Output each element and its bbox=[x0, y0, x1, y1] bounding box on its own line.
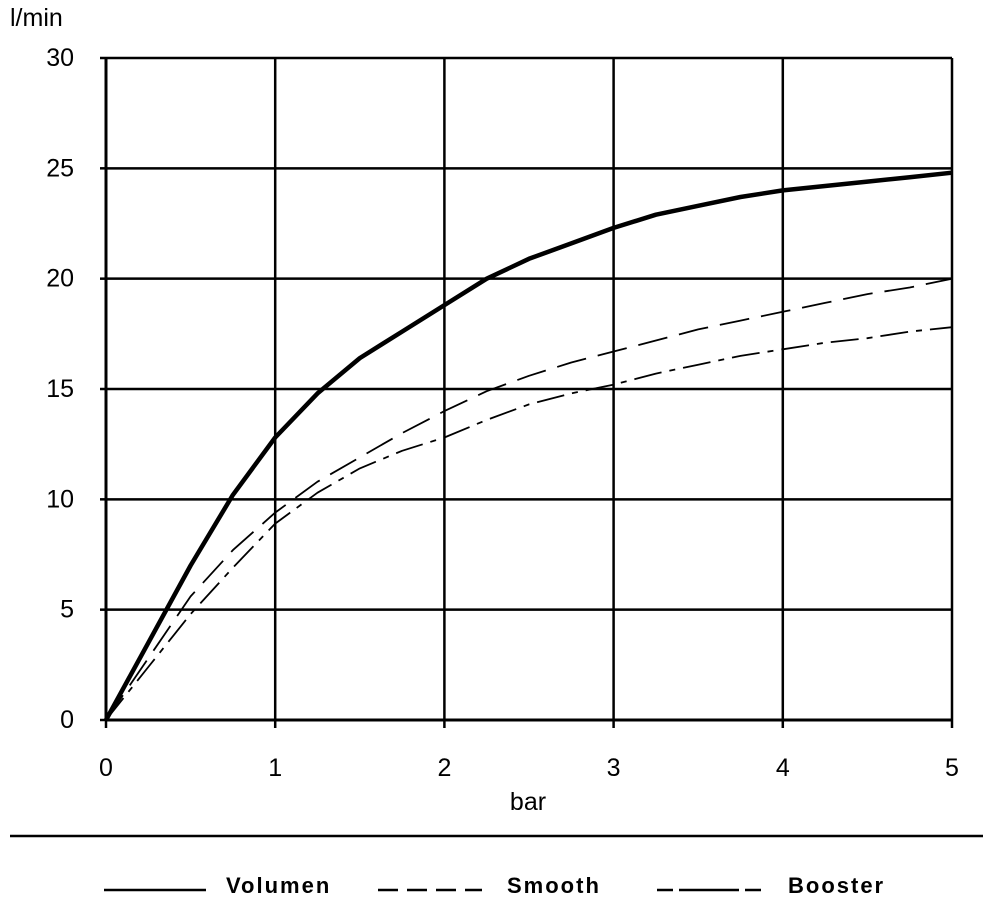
y-tick-label: 15 bbox=[46, 375, 74, 403]
y-tick-label: 0 bbox=[60, 706, 74, 734]
y-tick-label: 10 bbox=[46, 485, 74, 513]
y-tick-label: 5 bbox=[60, 596, 74, 624]
y-tick-label: 25 bbox=[46, 154, 74, 182]
series-line-booster bbox=[105, 326, 953, 721]
legend: Volumen Smooth Booster bbox=[104, 873, 885, 897]
legend-label-smooth: Smooth bbox=[507, 873, 601, 897]
x-tick-label: 2 bbox=[437, 754, 451, 782]
x-tick-label: 1 bbox=[268, 754, 282, 782]
series-lines bbox=[104, 170, 953, 722]
y-tick-label: 30 bbox=[46, 44, 74, 72]
y-axis-title: l/min bbox=[10, 4, 63, 32]
x-tick-label: 0 bbox=[99, 754, 113, 782]
series-line-smooth bbox=[105, 277, 953, 721]
x-tick-label: 3 bbox=[607, 754, 621, 782]
grid bbox=[100, 56, 954, 728]
legend-label-volumen: Volumen bbox=[226, 873, 331, 897]
x-axis-title: bar bbox=[510, 788, 546, 816]
series-line-volumen bbox=[104, 170, 953, 722]
legend-label-booster: Booster bbox=[788, 873, 885, 897]
x-tick-label: 5 bbox=[945, 754, 959, 782]
y-tick-label: 20 bbox=[46, 265, 74, 293]
x-tick-label: 4 bbox=[776, 754, 790, 782]
tick-labels: 0 5 10 15 20 25 30 0 1 2 3 4 5 bbox=[46, 44, 959, 782]
